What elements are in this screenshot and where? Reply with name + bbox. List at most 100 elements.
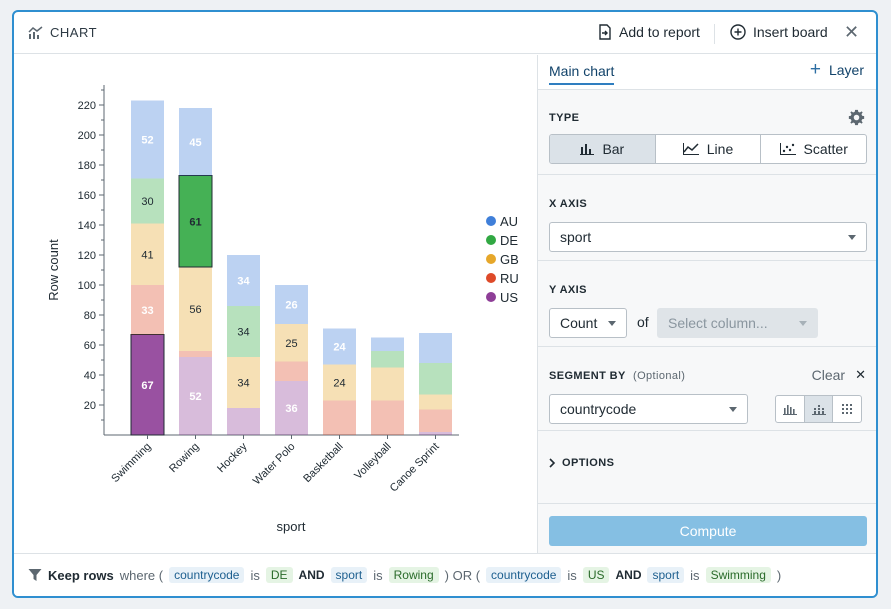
y-column-select[interactable]: Select column... [657, 308, 818, 338]
bar-segment[interactable] [179, 357, 212, 435]
type-scatter-button[interactable]: Scatter [761, 135, 866, 163]
bar-segment[interactable] [371, 367, 404, 401]
bar-segment[interactable] [371, 400, 404, 436]
segment-label-text: SEGMENT BY [549, 370, 626, 382]
close-icon[interactable]: ✕ [844, 22, 860, 42]
bar-segment[interactable] [227, 306, 260, 357]
y-aggregation-select[interactable]: Count [549, 308, 627, 338]
filter-value-chip[interactable]: DE [265, 567, 293, 583]
tab-main-chart[interactable]: Main chart [549, 63, 615, 85]
type-scatter-label: Scatter [803, 141, 848, 157]
y-tick-label: 140 [78, 220, 96, 232]
add-layer-label: Layer [828, 62, 864, 78]
chart-icon [28, 25, 43, 39]
panel-tabs: Main chart + Layer [538, 55, 876, 90]
bar-segment[interactable] [227, 255, 260, 306]
bar-segment[interactable] [275, 285, 308, 324]
plus-icon: + [809, 59, 821, 80]
filter-value-chip[interactable]: Swimming [705, 567, 771, 583]
plus-circle-icon [730, 24, 746, 40]
chevron-down-icon [729, 407, 737, 412]
filter-value-chip[interactable]: Rowing [388, 567, 439, 583]
type-line-button[interactable]: Line [656, 135, 762, 163]
bar-segment[interactable] [179, 267, 212, 351]
x-axis-select[interactable]: sport [549, 222, 867, 252]
insert-board-button[interactable]: Insert board [730, 24, 828, 40]
bar-data-label: 34 [237, 276, 250, 288]
type-bar-label: Bar [602, 141, 625, 157]
options-label: OPTIONS [562, 457, 615, 469]
bar-data-label: 56 [189, 304, 201, 316]
percent-bars-button[interactable] [833, 396, 861, 422]
filter-column-chip[interactable]: sport [647, 567, 685, 583]
add-layer-button[interactable]: + Layer [809, 59, 864, 80]
bar-segment[interactable] [275, 324, 308, 362]
is-text: is [373, 567, 383, 583]
bar-data-label: 61 [189, 216, 201, 228]
y-tick-label: 20 [84, 400, 96, 412]
segment-by-select[interactable]: countrycode [549, 394, 748, 424]
bar-segment[interactable] [419, 363, 452, 395]
chevron-right-icon [549, 458, 556, 468]
x-tick-label: Hockey [215, 440, 250, 475]
bar-segment[interactable] [227, 357, 260, 408]
bar-segment[interactable] [179, 351, 212, 357]
bar-segment[interactable] [419, 432, 452, 435]
filter-column-chip[interactable]: countrycode [169, 567, 245, 583]
bar-segment[interactable] [179, 108, 212, 176]
type-bar-button[interactable]: Bar [550, 135, 656, 163]
filter-column-chip[interactable]: sport [330, 567, 368, 583]
bar-segment[interactable] [323, 400, 356, 436]
x-axis-label: X AXIS [549, 198, 588, 210]
bar-segment[interactable] [131, 285, 164, 335]
y-axis-title: Row count [46, 239, 61, 301]
y-tick-label: 160 [78, 190, 96, 202]
window-title: CHART [28, 25, 97, 40]
legend-swatch [486, 292, 496, 302]
bar-segment[interactable] [178, 175, 213, 268]
stacked-bars-button[interactable] [804, 396, 834, 422]
bar-segment[interactable] [227, 408, 260, 435]
bar-segment[interactable] [131, 223, 164, 286]
where-text: where ( [119, 567, 164, 583]
bar-segment[interactable] [371, 337, 404, 352]
bar-segment[interactable] [323, 364, 356, 401]
y-tick-label: 220 [78, 100, 96, 112]
window-header: CHART Add to report Insert board ✕ [14, 12, 876, 54]
grouped-bars-icon [782, 405, 797, 415]
y-tick-label: 200 [78, 130, 96, 142]
add-to-report-button[interactable]: Add to report [598, 24, 700, 40]
x-tick-label: Canoe Sprint [388, 441, 442, 495]
bar-data-label: 24 [333, 378, 345, 390]
bar-segment[interactable] [131, 178, 164, 224]
filter-icon[interactable] [28, 568, 42, 582]
legend-swatch [486, 216, 496, 226]
bar-segment[interactable] [419, 394, 452, 410]
x-axis-value: sport [560, 229, 592, 245]
and-text: AND [298, 568, 325, 582]
options-toggle[interactable]: OPTIONS [549, 457, 614, 469]
gear-icon[interactable] [848, 109, 865, 126]
bar-segment[interactable] [275, 361, 308, 382]
add-to-report-label: Add to report [619, 24, 700, 40]
bar-data-label: 25 [285, 338, 297, 350]
grouped-bars-button[interactable] [776, 396, 805, 422]
bar-data-label: 30 [141, 196, 153, 208]
x-tick-label: Basketball [301, 441, 345, 485]
bar-segment[interactable] [323, 328, 356, 365]
bar-data-label: 67 [141, 380, 153, 392]
filter-value-chip[interactable]: US [582, 567, 610, 583]
bar-segment[interactable] [419, 409, 452, 433]
bar-segment[interactable] [371, 351, 404, 368]
y-aggregation-value: Count [560, 315, 598, 331]
bar-segment[interactable] [419, 333, 452, 363]
compute-button[interactable]: Compute [549, 516, 867, 546]
bar-segment[interactable] [131, 100, 164, 179]
segment-clear-button[interactable]: Clear ✕ [812, 367, 866, 383]
filter-column-chip[interactable]: countrycode [486, 567, 562, 583]
chart-type-selector: Bar Line Scatter [549, 134, 867, 164]
bar-segment[interactable] [275, 381, 308, 435]
legend-swatch [486, 273, 496, 283]
is-text: is [690, 567, 700, 583]
insert-board-label: Insert board [753, 24, 828, 40]
